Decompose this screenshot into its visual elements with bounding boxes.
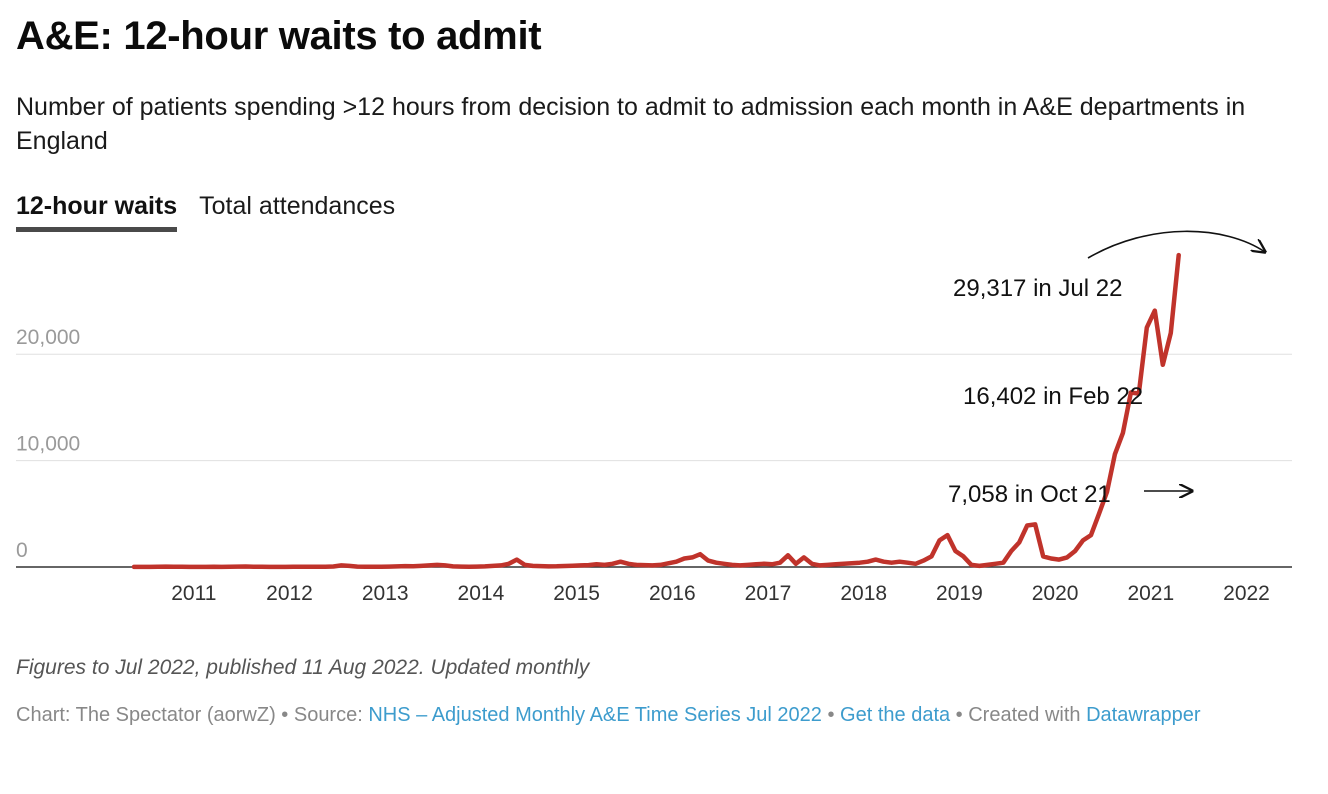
annotation-feb22: 16,402 in Feb 22 xyxy=(963,383,1143,410)
tab-12-hour-waits[interactable]: 12-hour waits xyxy=(16,192,178,232)
chart-credit: Chart: The Spectator (aorwZ) xyxy=(16,704,276,726)
annotation-jul22: 29,317 in Jul 22 xyxy=(953,275,1122,302)
annotation-layer: 29,317 in Jul 22 16,402 in Feb 22 7,058 … xyxy=(948,230,1265,508)
x-tick-label: 2014 xyxy=(458,582,505,605)
x-tick-label: 2020 xyxy=(1032,582,1079,605)
y-tick-label: 10,000 xyxy=(16,433,80,456)
chart-title: A&E: 12-hour waits to admit xyxy=(16,14,542,58)
get-data-link[interactable]: Get the data xyxy=(840,704,951,726)
series-line xyxy=(131,252,1181,570)
separator: • xyxy=(821,704,841,726)
chart-subtitle: Number of patients spending >12 hours fr… xyxy=(16,93,1246,155)
tab-bar: 12-hour waits Total attendances xyxy=(16,192,395,232)
created-with-text: • Created with xyxy=(950,704,1087,726)
datawrapper-link[interactable]: Datawrapper xyxy=(1086,704,1201,726)
tab-total-attendances[interactable]: Total attendances xyxy=(199,192,396,220)
x-tick-label: 2015 xyxy=(553,582,600,605)
footer-note: Figures to Jul 2022, published 11 Aug 20… xyxy=(16,656,590,679)
x-tick-label: 2019 xyxy=(936,582,983,605)
x-axis-ticks: 2011 2012 2013 2014 2015 2016 2017 2018 2019 2020… xyxy=(171,582,1270,605)
footer-credits: Chart: The Spectator (aorwZ) • Source: N… xyxy=(16,700,1256,730)
y-tick-label: 20,000 xyxy=(16,326,80,349)
x-tick-label: 2022 xyxy=(1223,582,1270,605)
x-tick-label: 2012 xyxy=(266,582,313,605)
x-tick-label: 2011 xyxy=(171,582,216,605)
x-tick-label: 2017 xyxy=(745,582,792,605)
y-tick-label: 0 xyxy=(16,539,28,562)
x-tick-label: 2013 xyxy=(362,582,409,605)
annotation-oct21: 7,058 in Oct 21 xyxy=(948,481,1111,508)
source-link[interactable]: NHS – Adjusted Monthly A&E Time Series J… xyxy=(368,704,822,726)
x-tick-label: 2016 xyxy=(649,582,696,605)
source-separator: • Source: xyxy=(275,704,369,726)
x-tick-label: 2021 xyxy=(1127,582,1174,605)
y-axis-ticks: 0 10,000 20,000 xyxy=(16,326,80,562)
annotation-arrow-jul22 xyxy=(1087,230,1265,259)
x-tick-label: 2018 xyxy=(840,582,887,605)
